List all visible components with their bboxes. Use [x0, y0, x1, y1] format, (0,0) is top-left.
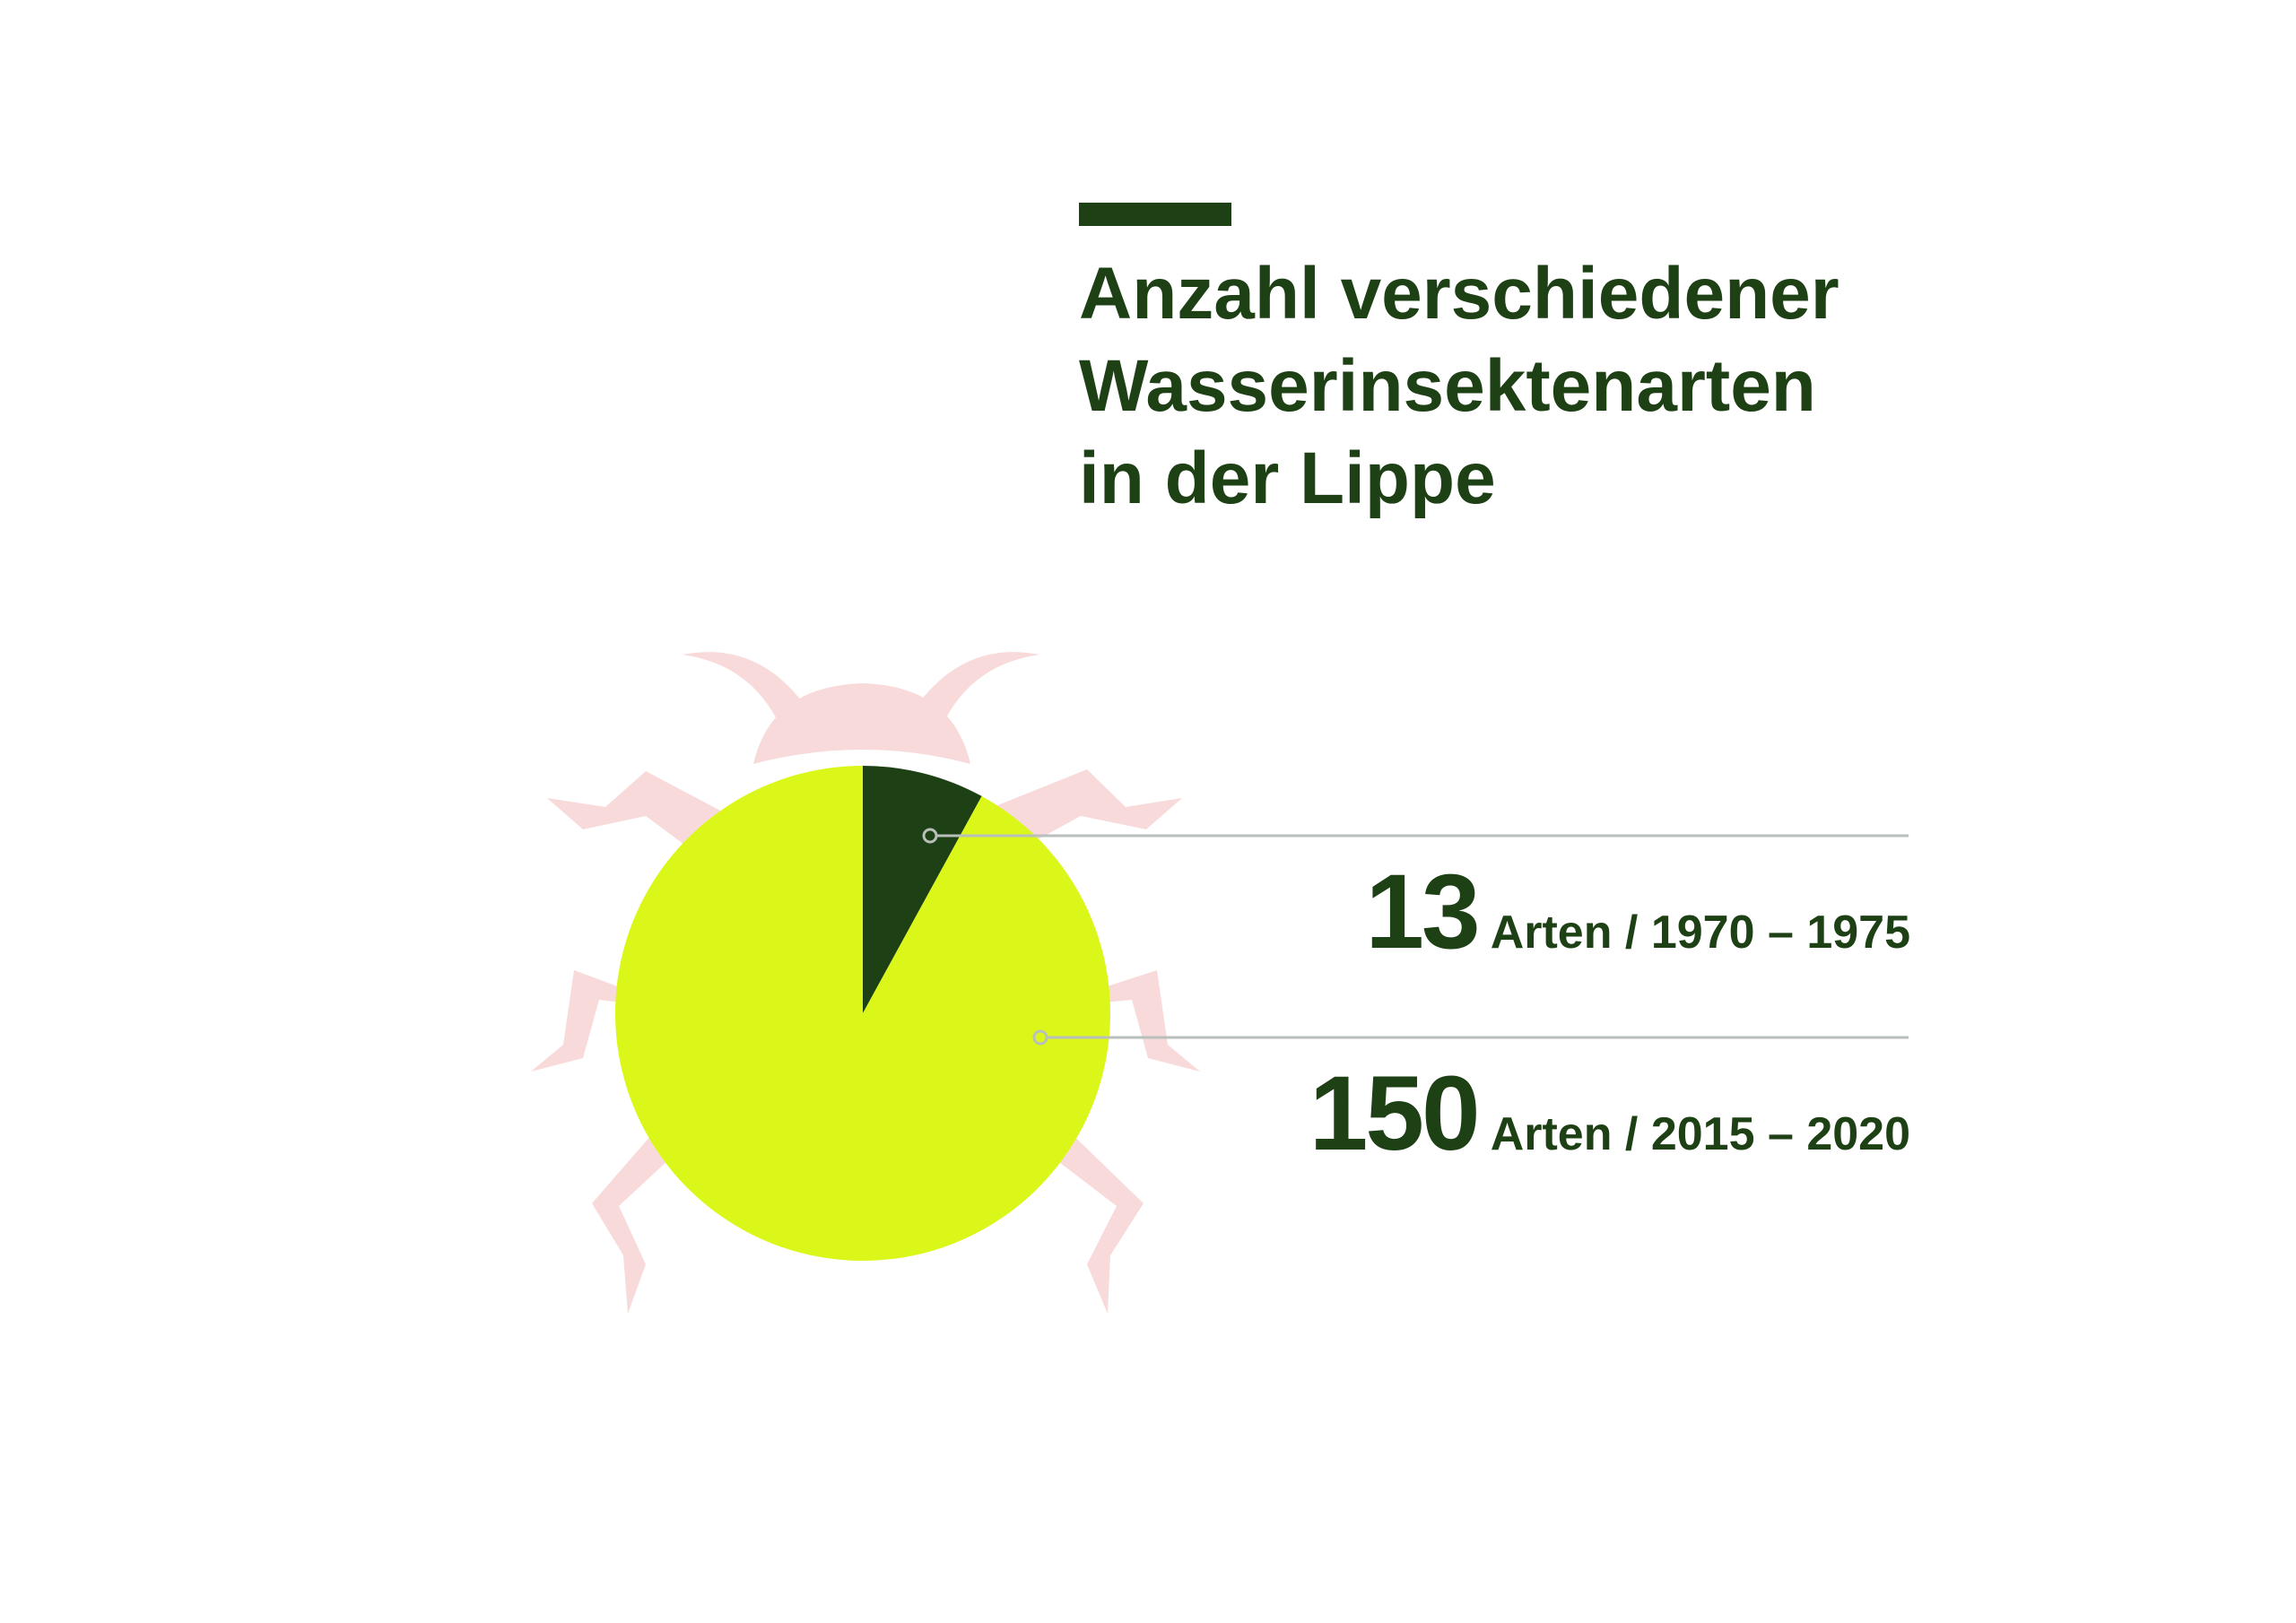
pie-slice-2015-2020	[615, 766, 1111, 1261]
beetle-leg-middle-left	[531, 970, 637, 1072]
value-label-2015-2020: 150 Arten / 2015 – 2020	[1309, 1061, 1910, 1167]
beetle-leg-middle-right	[1085, 970, 1200, 1072]
title-accent-bar	[1079, 203, 1231, 226]
leader-anchor	[922, 828, 938, 844]
leader-anchor	[1032, 1029, 1048, 1046]
chart-title: Anzahl verschiedener Wasserinsektenarten…	[1079, 253, 1839, 519]
value-number: 150	[1309, 1055, 1481, 1173]
value-label-1970-1975: 13 Arten / 1970 – 1975	[1365, 859, 1910, 965]
beetle-antenna-right	[915, 652, 1040, 723]
value-caption: Arten / 1970 – 1975	[1490, 907, 1910, 959]
beetle-leg-front-left	[547, 771, 726, 863]
value-caption: Arten / 2015 – 2020	[1490, 1108, 1910, 1160]
beetle-head	[753, 683, 970, 764]
beetle-antenna-left	[682, 652, 807, 723]
leader-lines	[922, 828, 1909, 1046]
pie-chart	[615, 766, 1111, 1261]
value-number: 13	[1365, 853, 1480, 971]
pie-slice-1970-1975	[863, 766, 982, 1013]
